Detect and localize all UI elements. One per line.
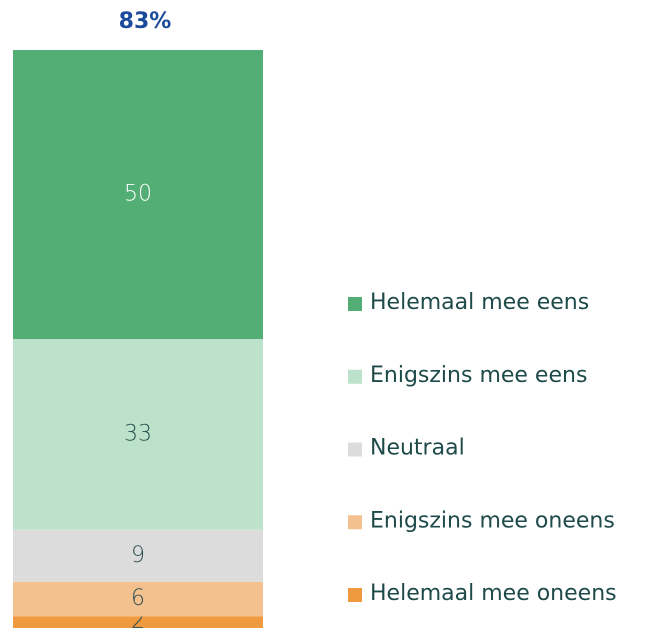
legend-label: Helemaal mee eens bbox=[370, 290, 589, 315]
value-label: 33 bbox=[124, 421, 152, 446]
bar-segment bbox=[13, 339, 263, 530]
legend-label: Enigszins mee eens bbox=[370, 363, 587, 388]
total-annotation: 83% bbox=[119, 9, 172, 34]
legend-swatch bbox=[348, 442, 362, 457]
legend-swatch bbox=[348, 515, 362, 530]
legend-label: Helemaal mee oneens bbox=[370, 581, 617, 606]
legend-label: Neutraal bbox=[370, 436, 465, 461]
legend-swatch bbox=[348, 369, 362, 384]
value-label: 50 bbox=[124, 182, 152, 207]
legend-label: Enigszins mee oneens bbox=[370, 508, 615, 533]
bar-segment bbox=[13, 616, 263, 628]
bar-segment bbox=[13, 50, 263, 339]
legend-swatch bbox=[348, 588, 362, 602]
bar-segment bbox=[13, 529, 263, 582]
value-label: 6 bbox=[131, 586, 145, 611]
legend-swatch bbox=[348, 297, 362, 311]
value-label: 9 bbox=[131, 543, 145, 568]
bar-segment bbox=[13, 581, 263, 617]
